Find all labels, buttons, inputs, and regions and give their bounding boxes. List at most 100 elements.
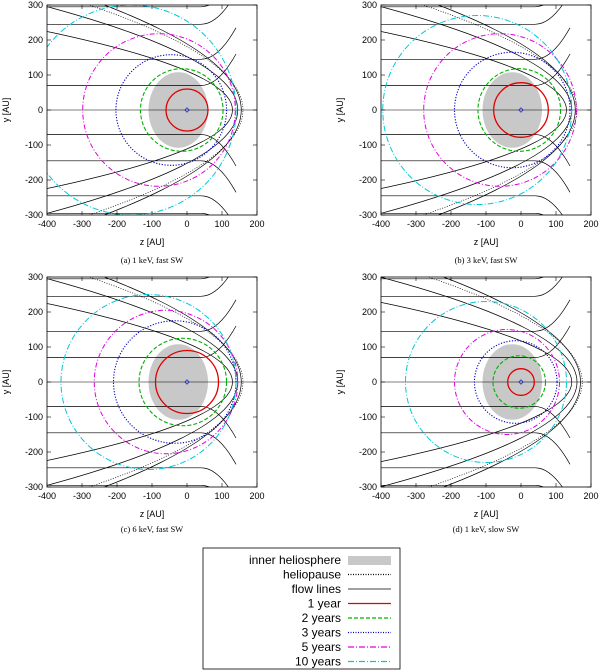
panel-c: y [AU] z [AU] (c) 6 keV, fast SW -400 -30… bbox=[1, 272, 265, 534]
flow-line bbox=[47, 325, 237, 358]
contour-1-year bbox=[507, 368, 535, 396]
x-tick-label: -200 bbox=[442, 491, 460, 501]
flow-line bbox=[381, 134, 571, 167]
flow-line bbox=[47, 432, 237, 465]
x-tick-label: -400 bbox=[372, 219, 390, 229]
y-tick-label: 0 bbox=[372, 377, 377, 387]
flow-line bbox=[438, 5, 576, 215]
x-tick-label: 200 bbox=[583, 219, 598, 229]
contour-2-years bbox=[138, 337, 228, 427]
flow-line bbox=[381, 277, 563, 297]
x-tick-label: 200 bbox=[249, 219, 264, 229]
contour-10-years bbox=[47, 5, 237, 215]
x-tick-label: 200 bbox=[249, 491, 264, 501]
contour-5-years bbox=[423, 33, 577, 187]
panel-d: y [AU] z [AU] (d) 1 keV, slow SW -400 -30… bbox=[335, 272, 599, 534]
sun-marker bbox=[184, 107, 190, 113]
y-axis-label: y [AU] bbox=[1, 370, 11, 395]
y-tick-label: 100 bbox=[362, 70, 377, 80]
panel-b: y [AU] z [AU] (b) 3 keV, fast SW -400 -30… bbox=[335, 0, 599, 265]
flow-line bbox=[381, 5, 544, 8]
panel-caption: (b) 3 keV, fast SW bbox=[455, 255, 518, 265]
flow-line bbox=[381, 212, 544, 215]
y-tick-label: -200 bbox=[359, 175, 377, 185]
flow-line bbox=[47, 5, 229, 25]
flow-line bbox=[104, 5, 242, 215]
y-tick-label: 200 bbox=[362, 35, 377, 45]
sun-marker bbox=[518, 379, 524, 385]
contour-2-years bbox=[492, 355, 547, 409]
legend-swatch bbox=[348, 556, 391, 565]
contour-5-years bbox=[93, 309, 239, 455]
x-tick-label: -100 bbox=[143, 491, 161, 501]
legend-label: heliopause bbox=[283, 568, 341, 582]
y-tick-label: 0 bbox=[38, 377, 43, 387]
flow-line bbox=[381, 160, 571, 193]
x-tick-label: -400 bbox=[372, 491, 390, 501]
y-tick-label: 300 bbox=[28, 0, 43, 10]
y-tick-label: -100 bbox=[359, 140, 377, 150]
y-tick-label: 300 bbox=[362, 0, 377, 10]
y-tick-label: -300 bbox=[359, 210, 377, 220]
flow-line bbox=[47, 5, 210, 8]
x-tick-label: 0 bbox=[518, 491, 523, 501]
y-tick-label: -200 bbox=[25, 447, 43, 457]
flow-line bbox=[381, 299, 571, 332]
x-tick-label: 100 bbox=[214, 219, 229, 229]
y-tick-label: 100 bbox=[28, 70, 43, 80]
flow-line bbox=[381, 302, 573, 462]
x-tick-label: -200 bbox=[108, 491, 126, 501]
y-tick-label: 300 bbox=[362, 272, 377, 282]
contour-2-years bbox=[139, 68, 224, 152]
contour-5-years bbox=[454, 329, 560, 435]
flow-line bbox=[47, 53, 237, 86]
contour-5-years bbox=[82, 33, 236, 187]
flow-line bbox=[381, 277, 544, 280]
flow-line bbox=[47, 303, 233, 461]
flow-line bbox=[47, 277, 210, 280]
flow-line bbox=[47, 31, 233, 189]
plot-area bbox=[381, 277, 591, 487]
y-tick-label: -300 bbox=[359, 482, 377, 492]
flow-line bbox=[381, 432, 571, 465]
y-tick-label: -200 bbox=[25, 175, 43, 185]
x-tick-label: -100 bbox=[477, 491, 495, 501]
plot-area bbox=[47, 277, 257, 487]
flow-line bbox=[47, 195, 229, 215]
contour-2-years bbox=[477, 68, 562, 152]
y-axis-label: y [AU] bbox=[335, 98, 345, 123]
flow-line bbox=[381, 5, 563, 25]
x-tick-label: 100 bbox=[214, 491, 229, 501]
legend-label: inner heliosphere bbox=[249, 553, 341, 567]
y-tick-label: 100 bbox=[362, 342, 377, 352]
x-tick-label: -300 bbox=[73, 491, 91, 501]
x-tick-label: -300 bbox=[407, 219, 425, 229]
y-tick-label: 0 bbox=[38, 105, 43, 115]
y-tick-label: 200 bbox=[28, 35, 43, 45]
flow-line bbox=[381, 484, 544, 487]
x-tick-label: 0 bbox=[184, 219, 189, 229]
x-tick-label: -100 bbox=[477, 219, 495, 229]
contour-10-years bbox=[405, 301, 567, 463]
x-tick-label: 0 bbox=[184, 491, 189, 501]
x-axis-label: z [AU] bbox=[474, 509, 499, 519]
y-axis-label: y [AU] bbox=[335, 370, 345, 395]
y-tick-label: -100 bbox=[359, 412, 377, 422]
y-tick-label: 0 bbox=[372, 105, 377, 115]
x-tick-label: 200 bbox=[583, 491, 598, 501]
flow-line bbox=[47, 277, 229, 297]
sun-marker bbox=[518, 107, 524, 113]
x-axis-label: z [AU] bbox=[140, 509, 165, 519]
sun-marker bbox=[184, 379, 190, 385]
y-tick-label: 100 bbox=[28, 342, 43, 352]
legend-label: 5 years bbox=[302, 640, 341, 654]
flow-line bbox=[47, 160, 237, 193]
y-tick-label: -200 bbox=[359, 447, 377, 457]
x-tick-label: 100 bbox=[548, 219, 563, 229]
flow-line bbox=[381, 467, 563, 487]
x-tick-label: -400 bbox=[38, 491, 56, 501]
y-tick-label: 200 bbox=[28, 307, 43, 317]
y-tick-label: -300 bbox=[25, 210, 43, 220]
